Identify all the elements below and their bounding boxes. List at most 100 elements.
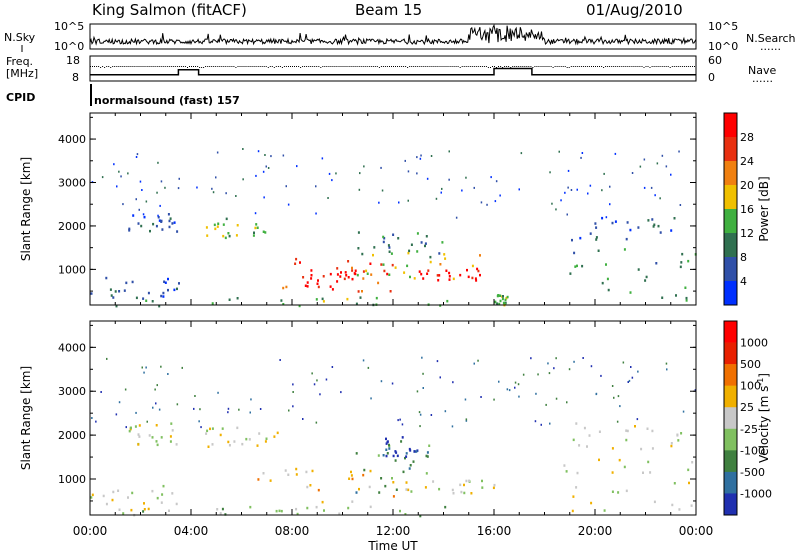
scatter-point (404, 513, 407, 516)
scatter-point (359, 172, 361, 175)
scatter-point (128, 229, 131, 232)
scatter-point (142, 297, 145, 300)
scatter-point (215, 176, 217, 179)
nave-dot (332, 66, 334, 67)
scatter-point (398, 201, 400, 204)
scatter-point (486, 203, 488, 206)
nave-dot (413, 66, 415, 67)
nave-dot (384, 66, 386, 67)
colorbar-tick-label: 12 (740, 227, 754, 240)
nave-dot (152, 66, 154, 67)
scatter-point (115, 304, 118, 308)
nave-dot (435, 66, 437, 67)
scatter-point (282, 303, 285, 306)
nave-dot (397, 66, 398, 67)
nave-dot (639, 66, 641, 67)
nave-dot (207, 66, 209, 67)
colorbar-frame (723, 320, 738, 516)
scatter-point (388, 273, 391, 276)
colorbar-tick-label: 4 (740, 275, 747, 288)
nave-dot (591, 66, 592, 67)
nave-dot (611, 66, 613, 67)
scatter-point (136, 153, 139, 156)
scatter-point (284, 469, 287, 472)
scatter-point (386, 440, 389, 444)
scatter-point (254, 226, 257, 230)
scatter-point (227, 232, 230, 235)
velocity-colorbar: 1000 500 100 25 -25 -100 -500 -1000 (723, 320, 772, 516)
scatter-point (426, 455, 429, 458)
beam-title: Beam 15 (355, 1, 422, 19)
scatter-point (670, 229, 673, 232)
scatter-point (160, 365, 162, 368)
scatter-point (315, 185, 317, 188)
scatter-point (580, 156, 582, 159)
nave-dot (617, 66, 619, 67)
scatter-point (112, 490, 115, 494)
nave-dot (120, 66, 122, 67)
scatter-point (443, 253, 446, 256)
scatter-point (408, 447, 411, 451)
nave-dot (215, 66, 217, 67)
scatter-point (282, 286, 285, 290)
nave-dot (477, 66, 479, 67)
scatter-point (115, 413, 118, 416)
scatter-point (109, 288, 112, 291)
scatter-point (680, 432, 683, 435)
nave-dot (619, 66, 621, 67)
scatter-point (380, 380, 383, 383)
scatter-point (299, 261, 301, 264)
scatter-point (216, 225, 219, 228)
scatter-point (451, 425, 454, 428)
scatter-point (501, 297, 504, 301)
scatter-point (256, 444, 259, 447)
scatter-point (470, 492, 473, 495)
nave-dot (94, 66, 95, 67)
scatter-point (653, 500, 656, 504)
power-plot-bg (90, 113, 696, 305)
scatter-point (205, 432, 208, 435)
nave-dot (294, 66, 295, 67)
scatter-point (276, 431, 279, 435)
scatter-point (224, 513, 227, 516)
scatter-point (555, 397, 558, 400)
scatter-point (369, 505, 372, 509)
nave-dot (104, 67, 106, 68)
scatter-point (428, 444, 431, 447)
nave-dot (530, 66, 532, 67)
scatter-point (563, 464, 566, 467)
nave-dot (231, 66, 233, 67)
scatter-point (436, 360, 439, 363)
nave-dot (110, 67, 112, 68)
scatter-point (419, 413, 422, 416)
scatter-point (518, 395, 520, 398)
scatter-point (595, 238, 598, 241)
nave-dot (391, 66, 392, 67)
nave-dot (158, 66, 160, 67)
nave-dot (447, 66, 449, 67)
scatter-point (118, 170, 120, 173)
scatter-point (670, 442, 673, 445)
scatter-point (211, 302, 214, 305)
nave-dot (100, 67, 102, 68)
nave-dot (540, 66, 542, 67)
nave-dot (108, 66, 110, 67)
scatter-point (264, 231, 267, 234)
scatter-point (418, 270, 421, 273)
nave-dot (661, 66, 663, 67)
nave-dot (221, 66, 223, 67)
colorbar-segment (724, 450, 737, 473)
colorbar-segment (724, 407, 737, 430)
nave-dot (239, 66, 241, 67)
scatter-point (147, 291, 150, 295)
nave-dot (229, 66, 231, 67)
scatter-point (100, 391, 102, 393)
scatter-point (473, 362, 475, 365)
scatter-point (547, 362, 549, 365)
scatter-point (339, 275, 342, 278)
scatter-point (357, 290, 360, 293)
scatter-point (551, 202, 553, 205)
colorbar-segment (724, 385, 737, 408)
scatter-point (651, 429, 654, 433)
scatter-point (158, 408, 161, 411)
